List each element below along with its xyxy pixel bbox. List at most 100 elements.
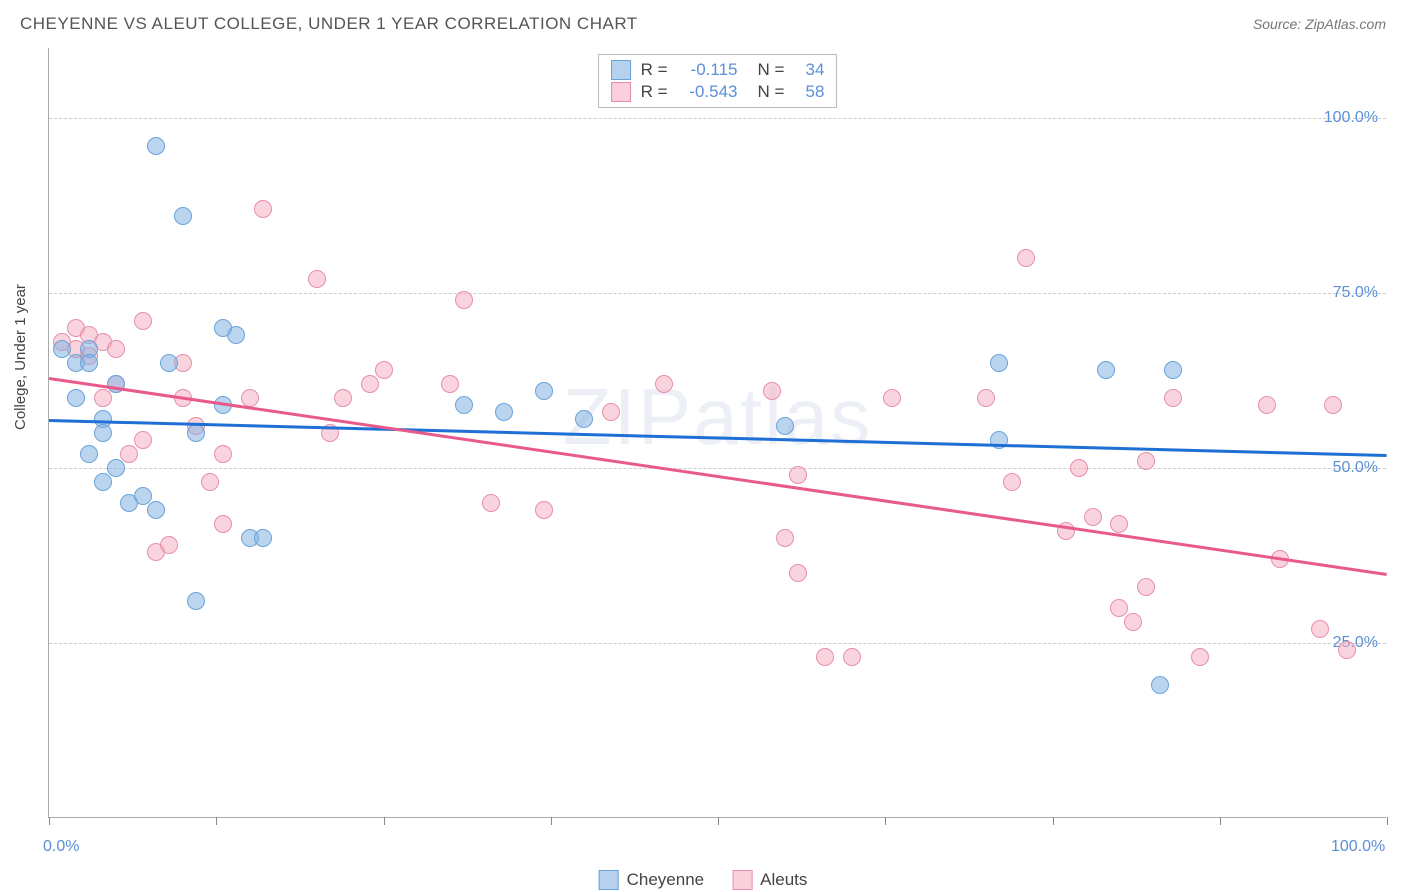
scatter-point-pink (1110, 515, 1128, 533)
scatter-point-pink (776, 529, 794, 547)
scatter-point-blue (67, 389, 85, 407)
scatter-point-pink (1164, 389, 1182, 407)
scatter-point-blue (94, 473, 112, 491)
scatter-point-pink (1191, 648, 1209, 666)
scatter-point-blue (990, 354, 1008, 372)
scatter-point-pink (763, 382, 781, 400)
y-tick-label: 100.0% (1324, 109, 1378, 127)
scatter-point-pink (816, 648, 834, 666)
stat-r-value: -0.115 (678, 60, 738, 80)
stats-row-blue: R = -0.115 N = 34 (611, 59, 825, 81)
x-tick (885, 817, 886, 825)
stat-n-value: 34 (794, 60, 824, 80)
swatch-blue (599, 870, 619, 890)
scatter-point-pink (441, 375, 459, 393)
scatter-point-blue (53, 340, 71, 358)
scatter-point-pink (482, 494, 500, 512)
scatter-point-pink (1124, 613, 1142, 631)
scatter-point-pink (1017, 249, 1035, 267)
legend-item-pink: Aleuts (732, 870, 807, 890)
x-tick (1387, 817, 1388, 825)
x-tick (718, 817, 719, 825)
scatter-point-blue (214, 319, 232, 337)
stats-legend-box: R = -0.115 N = 34R = -0.543 N = 58 (598, 54, 838, 108)
gridline (49, 643, 1386, 644)
scatter-point-pink (134, 431, 152, 449)
swatch-pink (611, 82, 631, 102)
scatter-point-pink (120, 445, 138, 463)
scatter-point-pink (602, 403, 620, 421)
scatter-point-pink (308, 270, 326, 288)
gridline (49, 118, 1386, 119)
x-tick-label: 100.0% (1331, 838, 1385, 856)
scatter-point-blue (1151, 676, 1169, 694)
scatter-point-pink (789, 466, 807, 484)
scatter-point-pink (107, 340, 125, 358)
x-tick (384, 817, 385, 825)
scatter-point-pink (1137, 452, 1155, 470)
scatter-point-blue (160, 354, 178, 372)
scatter-point-pink (655, 375, 673, 393)
scatter-point-pink (201, 473, 219, 491)
scatter-point-pink (334, 389, 352, 407)
series-legend: Cheyenne Aleuts (599, 870, 808, 890)
x-tick (216, 817, 217, 825)
scatter-point-blue (776, 417, 794, 435)
x-tick (49, 817, 50, 825)
stats-row-pink: R =-0.543N =58 (611, 81, 825, 103)
chart-title: CHEYENNE VS ALEUT COLLEGE, UNDER 1 YEAR … (20, 14, 638, 34)
scatter-point-pink (361, 375, 379, 393)
gridline (49, 293, 1386, 294)
scatter-point-blue (1164, 361, 1182, 379)
scatter-point-pink (134, 312, 152, 330)
scatter-point-pink (254, 200, 272, 218)
x-tick-label: 0.0% (43, 838, 79, 856)
scatter-point-pink (883, 389, 901, 407)
chart-plot-area: ZIPatlas R =-0.115N =34R =-0.543N =58 25… (48, 48, 1386, 818)
scatter-point-pink (1070, 459, 1088, 477)
gridline (49, 468, 1386, 469)
scatter-point-pink (455, 291, 473, 309)
scatter-point-pink (1258, 396, 1276, 414)
stat-n-label: N = (758, 60, 785, 80)
scatter-point-blue (174, 207, 192, 225)
x-tick (1220, 817, 1221, 825)
scatter-point-pink (1338, 641, 1356, 659)
scatter-point-blue (134, 487, 152, 505)
scatter-point-pink (843, 648, 861, 666)
scatter-point-pink (535, 501, 553, 519)
scatter-point-blue (80, 354, 98, 372)
source-label: Source: ZipAtlas.com (1253, 16, 1386, 32)
scatter-point-pink (214, 445, 232, 463)
scatter-point-blue (80, 445, 98, 463)
scatter-point-pink (160, 536, 178, 554)
scatter-point-pink (214, 515, 232, 533)
scatter-point-pink (1110, 599, 1128, 617)
stat-r-value: -0.543 (678, 82, 738, 102)
legend-label: Cheyenne (627, 870, 705, 890)
scatter-point-blue (254, 529, 272, 547)
scatter-point-blue (575, 410, 593, 428)
scatter-point-pink (1084, 508, 1102, 526)
legend-label: Aleuts (760, 870, 807, 890)
stat-r-label: R = (641, 82, 668, 102)
legend-item-blue: Cheyenne (599, 870, 705, 890)
scatter-point-blue (107, 459, 125, 477)
y-tick-label: 75.0% (1333, 284, 1378, 302)
scatter-point-blue (187, 592, 205, 610)
y-axis-label: College, Under 1 year (12, 284, 29, 430)
scatter-point-pink (1003, 473, 1021, 491)
scatter-point-blue (455, 396, 473, 414)
scatter-point-blue (495, 403, 513, 421)
scatter-point-pink (789, 564, 807, 582)
x-tick (1053, 817, 1054, 825)
x-tick (551, 817, 552, 825)
scatter-point-blue (94, 424, 112, 442)
swatch-pink (732, 870, 752, 890)
scatter-point-blue (147, 137, 165, 155)
scatter-point-blue (187, 424, 205, 442)
scatter-point-pink (1311, 620, 1329, 638)
scatter-point-pink (375, 361, 393, 379)
stat-r-label: R = (641, 60, 668, 80)
stat-n-value: 58 (794, 82, 824, 102)
